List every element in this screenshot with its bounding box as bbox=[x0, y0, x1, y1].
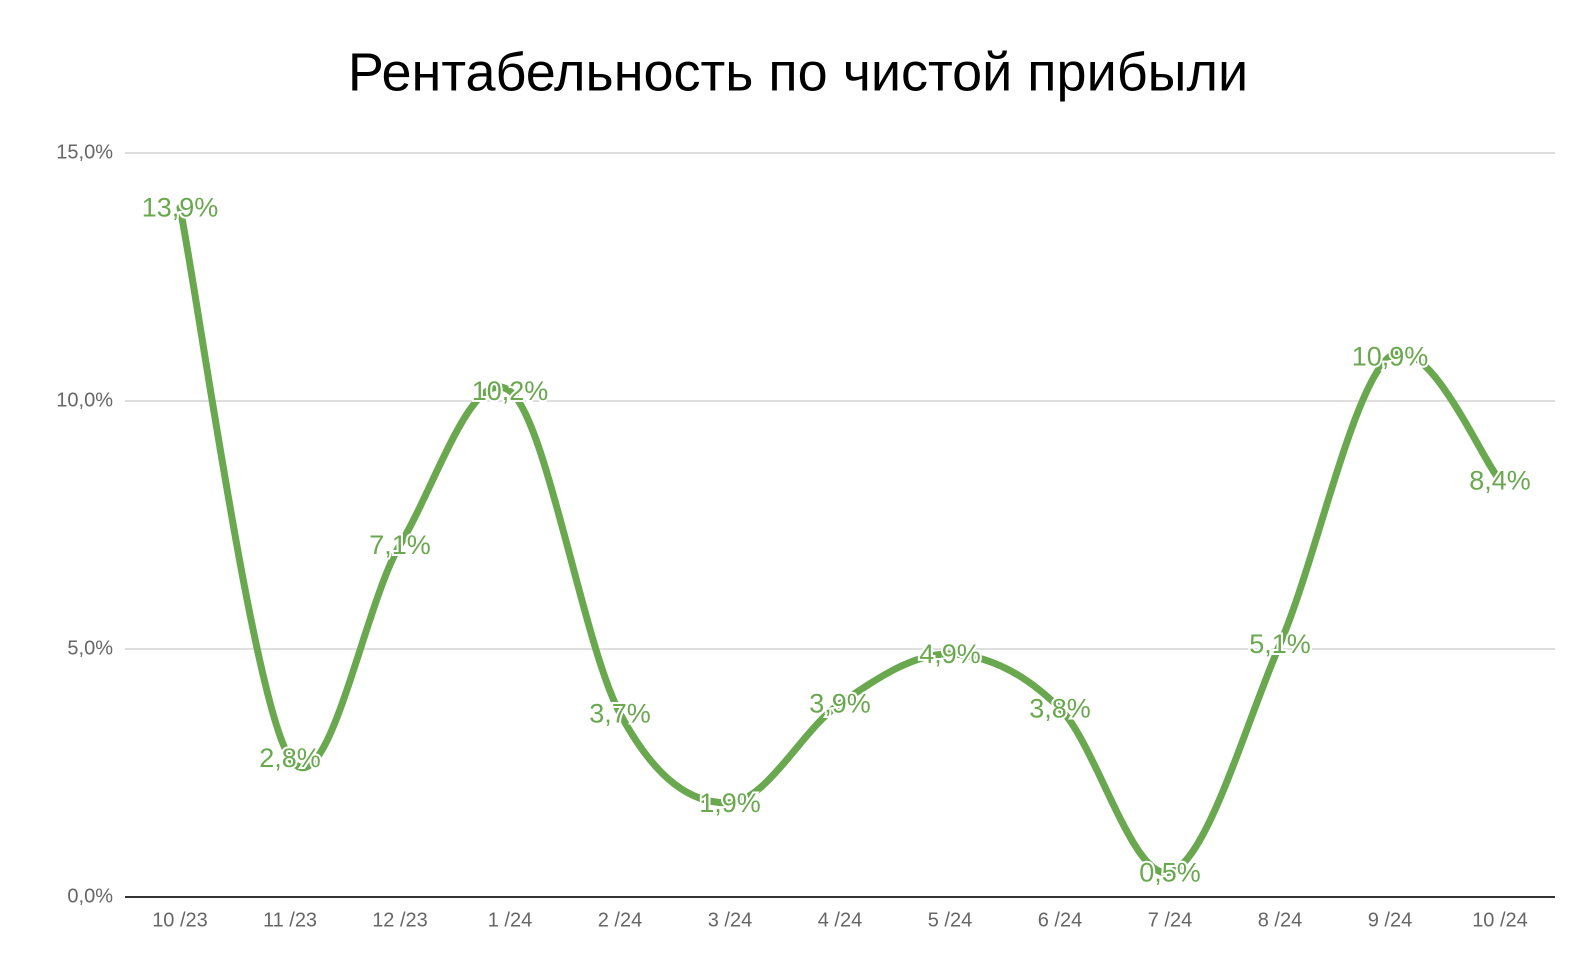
x-tick-label: 10 /23 bbox=[152, 909, 208, 931]
x-tick-label: 11 /23 bbox=[263, 909, 317, 931]
x-tick-label: 12 /23 bbox=[372, 909, 428, 931]
data-label: 3,8% bbox=[1029, 694, 1091, 724]
data-label: 2,8% bbox=[259, 743, 321, 773]
data-label: 0,5% bbox=[1139, 857, 1201, 887]
x-tick-label: 3 /24 bbox=[708, 909, 752, 931]
data-label: 3,7% bbox=[589, 699, 651, 729]
line bbox=[176, 204, 1504, 877]
data-label: 5,1% bbox=[1249, 629, 1311, 659]
x-tick-label: 7 /24 bbox=[1148, 909, 1192, 931]
data-label: 3,9% bbox=[809, 689, 871, 719]
x-tick-label: 1 /24 bbox=[488, 909, 532, 931]
y-tick-label: 15,0% bbox=[56, 141, 113, 163]
x-tick-label: 6 /24 bbox=[1038, 909, 1082, 931]
x-tick-label: 9 /24 bbox=[1368, 909, 1412, 931]
y-tick-label: 0,0% bbox=[67, 885, 113, 907]
data-label: 1,9% bbox=[699, 788, 761, 818]
data-label: 8,4% bbox=[1469, 465, 1531, 495]
data-label: 10,2% bbox=[472, 376, 549, 406]
data-label: 4,9% bbox=[919, 639, 981, 669]
y-tick-label: 5,0% bbox=[67, 637, 113, 659]
data-label: 7,1% bbox=[369, 530, 431, 560]
x-tick-label: 4 /24 bbox=[818, 909, 862, 931]
chart-title: Рентабельность по чистой прибыли bbox=[348, 42, 1248, 102]
x-tick-label: 2 /24 bbox=[598, 909, 642, 931]
y-tick-label: 10,0% bbox=[56, 389, 113, 411]
x-tick-label: 8 /24 bbox=[1258, 909, 1302, 931]
x-tick-label: 5 /24 bbox=[928, 909, 972, 931]
data-label: 10,9% bbox=[1352, 341, 1429, 371]
x-tick-label: 10 /24 bbox=[1472, 909, 1528, 931]
data-label: 13,9% bbox=[142, 193, 219, 223]
